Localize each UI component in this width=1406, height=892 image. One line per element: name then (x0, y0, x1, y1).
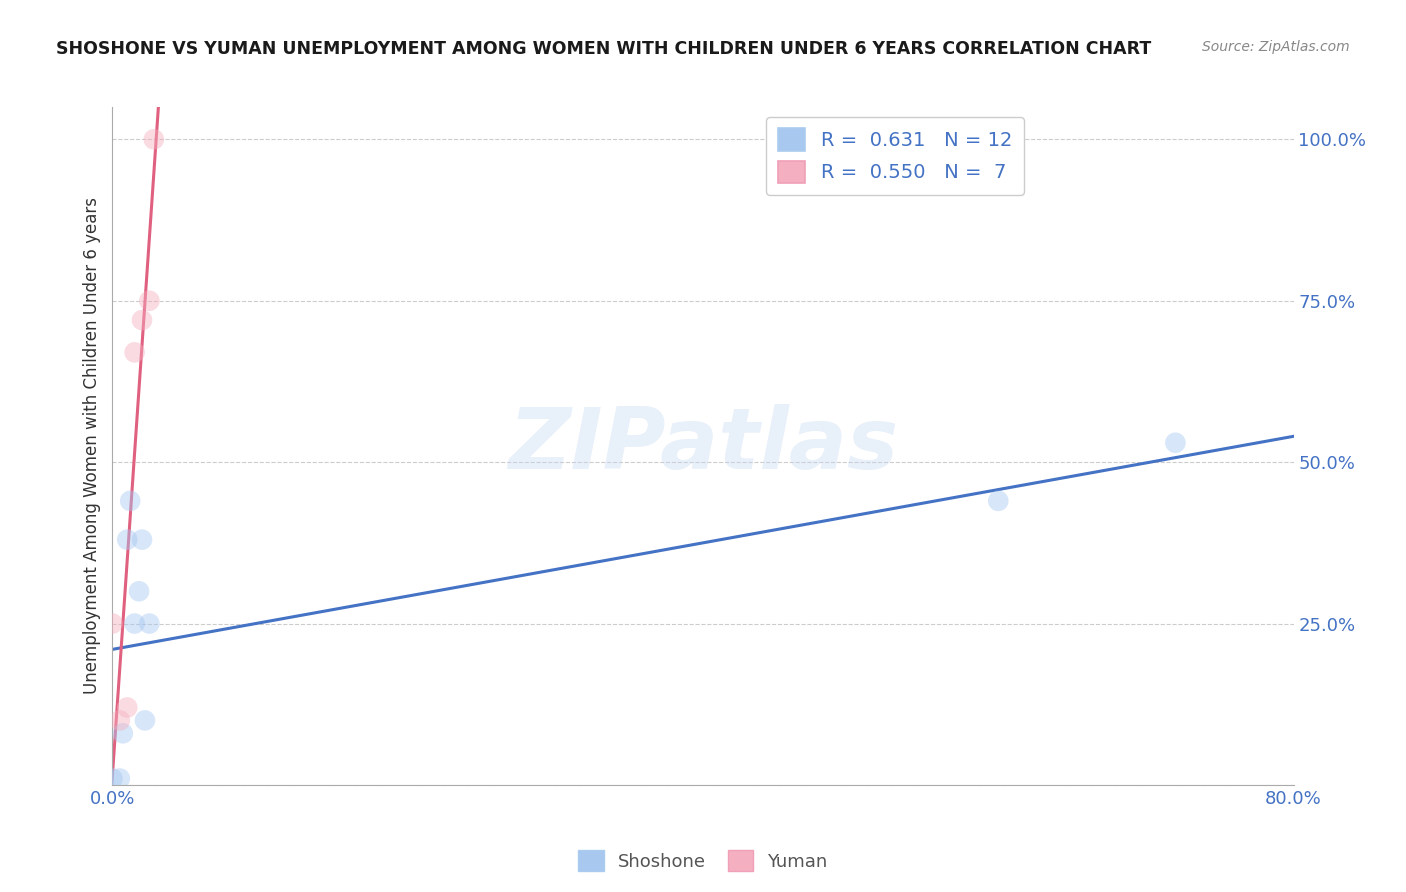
Point (108, 772, 131, 786)
Point (987, 494, 1010, 508)
Text: Source: ZipAtlas.com: Source: ZipAtlas.com (1202, 40, 1350, 54)
Point (138, 616, 160, 631)
Point (117, 700, 138, 714)
Point (131, 313, 153, 327)
Point (131, 533, 153, 547)
Point (134, 714, 156, 728)
Legend: Shoshone, Yuman: Shoshone, Yuman (571, 843, 835, 879)
Y-axis label: Unemployment Among Women with Children Under 6 years: Unemployment Among Women with Children U… (83, 197, 101, 695)
Point (117, 533, 138, 547)
Point (142, 132, 165, 146)
Point (138, 293, 160, 308)
Text: ZIPatlas: ZIPatlas (508, 404, 898, 488)
Point (124, 616, 146, 631)
Point (108, 714, 131, 728)
Point (1164, 435, 1187, 450)
Point (120, 494, 142, 508)
Text: SHOSHONE VS YUMAN UNEMPLOYMENT AMONG WOMEN WITH CHILDREN UNDER 6 YEARS CORRELATI: SHOSHONE VS YUMAN UNEMPLOYMENT AMONG WOM… (56, 40, 1152, 58)
Point (111, 726, 134, 740)
Point (101, 772, 124, 786)
Legend: R =  0.631   N = 12, R =  0.550   N =  7: R = 0.631 N = 12, R = 0.550 N = 7 (766, 117, 1024, 194)
Point (124, 345, 146, 359)
Point (128, 584, 150, 599)
Point (101, 616, 124, 631)
